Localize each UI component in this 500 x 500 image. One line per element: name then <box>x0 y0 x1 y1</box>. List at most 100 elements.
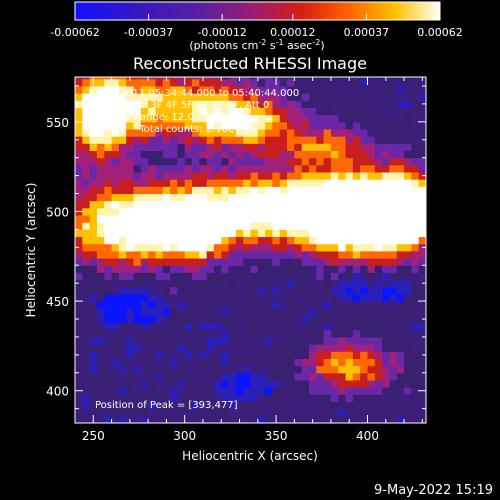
heatmap-cell <box>199 222 208 230</box>
heatmap-cell <box>257 78 266 87</box>
heatmap-cell <box>360 394 368 402</box>
heatmap-cell <box>213 128 222 137</box>
heatmap-cell <box>294 207 303 216</box>
heatmap-cell <box>235 186 244 195</box>
heatmap-cell <box>374 415 383 423</box>
heatmap-cell <box>396 372 405 381</box>
heatmap-cell <box>360 293 368 302</box>
heatmap-cell <box>360 179 368 187</box>
heatmap-cell <box>287 372 295 381</box>
heatmap-cell <box>367 301 376 309</box>
heatmap-cell <box>279 401 288 410</box>
heatmap-cell <box>221 78 230 87</box>
heatmap-cell <box>243 358 251 367</box>
heatmap-cell <box>118 93 127 101</box>
heatmap-cell <box>243 258 251 266</box>
heatmap-cell <box>177 243 186 252</box>
heatmap-cell <box>374 358 383 367</box>
heatmap-cell <box>228 279 237 288</box>
heatmap-cell <box>177 143 186 152</box>
heatmap-cell <box>118 387 127 395</box>
heatmap-cell <box>250 279 259 288</box>
heatmap-cell <box>294 172 303 180</box>
heatmap-cell <box>228 121 237 130</box>
heatmap-cell <box>213 286 222 295</box>
heatmap-cell <box>338 229 347 238</box>
heatmap-cell <box>177 329 186 338</box>
heatmap-cell <box>272 128 281 137</box>
heatmap-cell <box>301 128 310 137</box>
heatmap-cell <box>82 222 91 230</box>
heatmap-cell <box>374 78 383 87</box>
heatmap-cell <box>418 322 426 331</box>
heatmap-cell <box>374 121 383 130</box>
heatmap-cell <box>360 150 368 159</box>
heatmap-cell <box>148 179 156 187</box>
heatmap-cell <box>411 293 420 302</box>
heatmap-cell <box>184 193 193 202</box>
heatmap-cell <box>192 243 200 252</box>
heatmap-cell <box>184 365 193 374</box>
heatmap-cell <box>235 365 244 374</box>
heatmap-cell <box>294 336 303 345</box>
heatmap-cell <box>243 200 251 209</box>
heatmap-cell <box>75 229 83 238</box>
heatmap-cell <box>221 408 230 417</box>
heatmap-cell <box>404 379 412 388</box>
heatmap-cell <box>257 150 266 159</box>
timestamp: 9-May-2022 15:19 <box>374 483 493 498</box>
heatmap-cell <box>250 78 259 87</box>
heatmap-cell <box>287 150 295 159</box>
heatmap-cell <box>257 293 266 302</box>
chart-title: Reconstructed RHESSI Image <box>133 54 367 73</box>
heatmap-cell <box>272 100 281 108</box>
heatmap-cell <box>82 279 91 288</box>
heatmap-cell <box>213 250 222 259</box>
heatmap-cell <box>301 229 310 238</box>
heatmap-cell <box>367 136 376 144</box>
heatmap-cell <box>111 258 120 266</box>
heatmap-cell <box>374 394 383 402</box>
heatmap-cell <box>309 157 317 166</box>
heatmap-cell <box>213 387 222 395</box>
heatmap-cell <box>309 293 317 302</box>
heatmap-cell <box>177 401 186 410</box>
heatmap-cell <box>75 408 83 417</box>
heatmap-cell <box>250 107 259 116</box>
heatmap-cell <box>382 100 390 108</box>
heatmap-cell <box>184 394 193 402</box>
heatmap-cell <box>192 394 200 402</box>
heatmap-cell <box>389 236 398 245</box>
heatmap-cell <box>360 336 368 345</box>
heatmap-cell <box>155 236 164 245</box>
heatmap-cell <box>352 387 361 395</box>
heatmap-cell <box>287 193 295 202</box>
heatmap-cell <box>265 258 273 266</box>
heatmap-cell <box>301 243 310 252</box>
heatmap-cell <box>287 215 295 223</box>
heatmap-cell <box>118 394 127 402</box>
heatmap-cell <box>199 351 208 359</box>
heatmap-cell <box>345 186 354 195</box>
heatmap-cell <box>279 136 288 144</box>
heatmap-cell <box>352 77 361 80</box>
heatmap-cell <box>213 215 222 223</box>
heatmap-cell <box>345 222 354 230</box>
heatmap-cell <box>184 329 193 338</box>
heatmap-cell <box>89 100 98 108</box>
heatmap-cell <box>235 100 244 108</box>
heatmap-cell <box>272 308 281 316</box>
heatmap-cell <box>126 136 134 144</box>
heatmap-cell <box>389 408 398 417</box>
heatmap-cell <box>257 358 266 367</box>
heatmap-cell <box>294 150 303 159</box>
heatmap-cell <box>360 215 368 223</box>
heatmap-cell <box>352 236 361 245</box>
heatmap-cell <box>345 258 354 266</box>
heatmap-cell <box>170 394 178 402</box>
heatmap-cell <box>111 401 120 410</box>
heatmap-cell <box>148 308 156 316</box>
heatmap-cell <box>265 279 273 288</box>
heatmap-cell <box>294 186 303 195</box>
heatmap-cell <box>243 272 251 281</box>
